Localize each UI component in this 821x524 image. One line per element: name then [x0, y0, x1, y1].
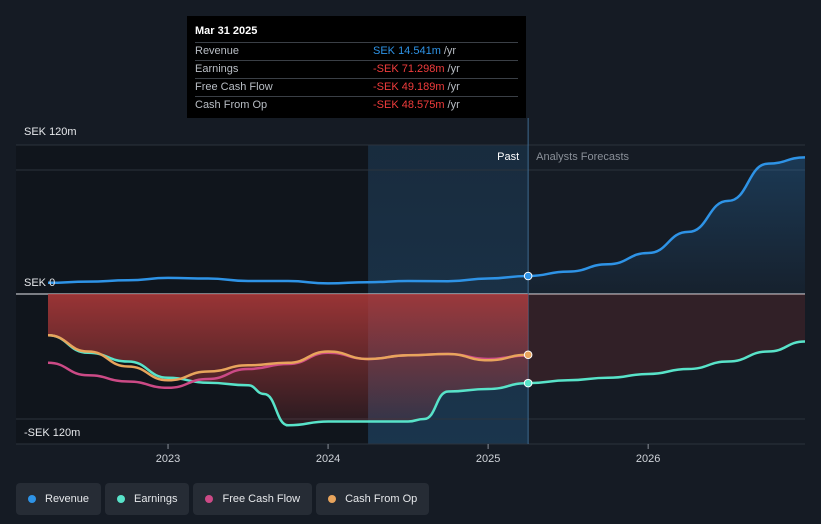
tooltip-row-label: Earnings	[195, 63, 239, 75]
tooltip-row-unit: /yr	[443, 45, 457, 57]
tooltip-row-unit: /yr	[447, 99, 460, 111]
y-axis-label: SEK 120m	[24, 126, 77, 138]
x-tick-label: 2024	[316, 453, 340, 465]
legend-label: Cash From Op	[345, 493, 418, 505]
tooltip-row-value: -SEK 71.298m	[373, 63, 445, 75]
earnings-past-line	[47, 334, 529, 427]
legend-item-cash-from-op[interactable]: Cash From Op	[316, 483, 430, 515]
tooltip-row-label: Revenue	[195, 45, 240, 57]
revenue-forecast-line	[528, 156, 806, 278]
legend-item-free-cash-flow[interactable]: Free Cash Flow	[193, 483, 313, 515]
revenue-past-line	[47, 274, 529, 285]
revenue-dot-icon	[28, 495, 36, 503]
tooltip-row-unit: /yr	[447, 63, 460, 75]
tooltip-row-value: -SEK 49.189m	[373, 81, 445, 93]
tooltip-date: Mar 31 2025	[195, 25, 258, 37]
tooltip-row-unit: /yr	[447, 81, 460, 93]
chart-legend: Revenue Earnings Free Cash Flow Cash Fro…	[16, 483, 430, 515]
forecast-label: Analysts Forecasts	[536, 151, 629, 163]
chart-canvas: SEK 120m SEK 0 -SEK 120m 2023 2024 2025 2026 Pa…	[16, 118, 806, 465]
revenue-point	[523, 271, 533, 281]
tooltip-row-label: Cash From Op	[195, 99, 268, 111]
earnings-loss-area	[48, 294, 529, 426]
tooltip-row-revenue: Revenue SEK 14.541m/yr	[195, 42, 518, 60]
cash-from-op-point	[523, 350, 533, 360]
earnings-dot-icon	[117, 495, 126, 503]
x-tick-label: 2025	[476, 453, 500, 465]
cash-from-op-dot-icon	[328, 495, 337, 503]
earnings-point	[523, 378, 533, 388]
earnings-forecast-loss-area	[528, 294, 805, 384]
y-axis-label: SEK 0	[24, 277, 55, 289]
data-tooltip: Mar 31 2025 Revenue SEK 14.541m/yr Earni…	[187, 16, 526, 118]
cash-from-op-past-line	[47, 334, 529, 382]
past-label: Past	[497, 151, 519, 163]
tooltip-row-label: Free Cash Flow	[195, 81, 273, 93]
legend-item-earnings[interactable]: Earnings	[105, 483, 190, 515]
x-tick-label: 2023	[156, 453, 180, 465]
free-cash-flow-dot-icon	[205, 495, 214, 503]
revenue-forecast-area	[528, 157, 805, 294]
tooltip-row-cash-from-op: Cash From Op -SEK 48.575m/yr	[195, 96, 518, 114]
tooltip-row-free-cash-flow: Free Cash Flow -SEK 49.189m/yr	[195, 78, 518, 96]
legend-item-revenue[interactable]: Revenue	[16, 483, 102, 515]
tooltip-row-value: SEK 14.541m	[373, 45, 441, 57]
legend-label: Earnings	[134, 493, 178, 505]
earnings-forecast-line	[528, 340, 806, 385]
x-tick-label: 2026	[636, 453, 660, 465]
legend-label: Free Cash Flow	[222, 493, 301, 505]
tooltip-row-earnings: Earnings -SEK 71.298m/yr	[195, 60, 518, 78]
y-axis-label: -SEK 120m	[24, 427, 80, 439]
legend-label: Revenue	[45, 493, 90, 505]
tooltip-row-value: -SEK 48.575m	[373, 99, 445, 111]
